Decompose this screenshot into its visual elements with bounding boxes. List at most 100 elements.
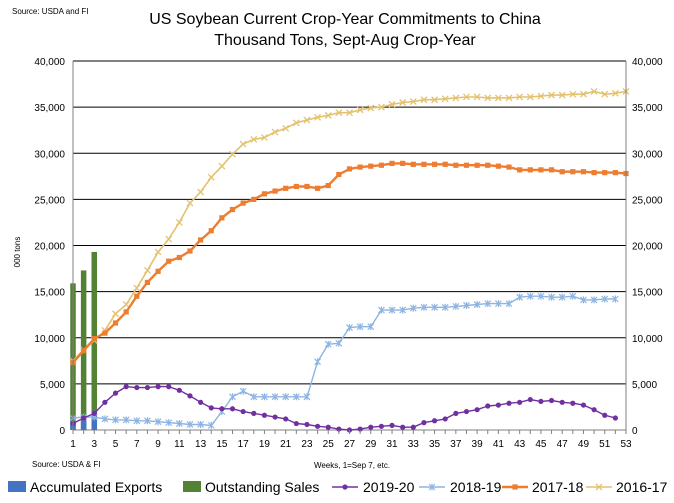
series-marker-2017-18 (229, 206, 236, 213)
series-marker-2017-18 (538, 167, 544, 173)
series-marker-2019-20 (517, 399, 523, 405)
legend-label: 2016-17 (616, 479, 668, 495)
series-marker-2016-17 (590, 87, 598, 95)
legend: Accumulated Exports Outstanding Sales 2019… (8, 479, 668, 495)
series-marker-2019-20 (538, 398, 544, 405)
legend-marker (342, 484, 348, 490)
y-tick-label-right: 10,000 (632, 334, 663, 345)
series-marker-2018-19 (399, 306, 407, 314)
series-marker-2017-18 (251, 196, 257, 202)
series-marker-2018-19 (122, 416, 130, 424)
y-axis-label: 000 tons (13, 237, 22, 268)
series-marker-2019-20 (548, 397, 555, 404)
series-marker-2016-17 (548, 91, 556, 99)
series-marker-2018-19 (463, 301, 470, 309)
series-line-2019-20 (72, 385, 616, 431)
series-marker-2016-17 (260, 134, 268, 142)
series-marker-2017-18 (506, 164, 512, 170)
bar-accumulated-exports (80, 415, 87, 430)
series-marker-2019-20 (283, 416, 289, 422)
series-marker-2019-20 (400, 424, 406, 430)
series-marker-2016-17 (558, 91, 566, 99)
series-marker-2016-17 (473, 93, 481, 101)
series-marker-2018-19 (154, 418, 162, 426)
series-marker-2016-17 (356, 106, 364, 114)
series-marker-2016-17 (409, 98, 417, 106)
source-bottom: Source: USDA & FI (32, 460, 100, 469)
series-lines (69, 87, 630, 433)
series-marker-2019-20 (421, 420, 427, 426)
x-tick-label: 47 (557, 439, 569, 450)
series-marker-2019-20 (612, 415, 618, 421)
series-marker-2018-19 (303, 393, 311, 401)
series-marker-2019-20 (506, 400, 512, 406)
series-marker-2017-18 (410, 161, 416, 167)
y-tick-label-right: 5,000 (632, 380, 657, 391)
x-axis-label: Weeks, 1=Sep 7, etc. (314, 461, 390, 470)
series-marker-2016-17 (420, 96, 428, 104)
x-tick-label: 15 (216, 439, 228, 450)
y-tick-label-left: 20,000 (34, 242, 65, 253)
series-marker-2016-17 (431, 96, 439, 104)
series-marker-2016-17 (367, 104, 375, 112)
series-marker-2019-20 (357, 426, 363, 432)
series-marker-2019-20 (591, 407, 597, 413)
x-tick-label: 5 (113, 439, 119, 450)
legend-label: Accumulated Exports (30, 479, 162, 495)
series-marker-2017-18 (102, 330, 108, 336)
series-marker-2016-17 (229, 150, 236, 158)
series-marker-2019-20 (378, 423, 385, 429)
y-tick-label-left: 10,000 (34, 334, 65, 345)
series-line-2018-19 (72, 295, 616, 427)
series-marker-2016-17 (526, 93, 534, 101)
series-marker-2016-17 (580, 90, 587, 98)
series-marker-2017-18 (548, 167, 555, 173)
series-marker-2016-17 (399, 99, 407, 106)
series-marker-2019-20 (81, 415, 87, 421)
x-tick-label: 45 (535, 439, 547, 450)
series-marker-2019-20 (219, 406, 225, 412)
x-tick-label: 49 (578, 439, 590, 450)
series-marker-2018-19 (186, 420, 194, 428)
series-line-2016-17 (72, 90, 627, 362)
series-marker-2019-20 (144, 384, 151, 391)
gridlines (73, 60, 626, 431)
series-marker-2018-19 (292, 393, 300, 401)
series-marker-2019-20 (155, 384, 161, 390)
x-tick-label: 13 (195, 439, 207, 450)
series-marker-2018-19 (409, 304, 417, 312)
series-marker-2017-18 (123, 309, 129, 315)
legend-swatch (183, 481, 201, 492)
series-marker-2019-20 (602, 412, 608, 418)
y-tick-label-left: 35,000 (34, 103, 65, 114)
y-tick-label-right: 20,000 (632, 242, 663, 253)
series-marker-2016-17 (250, 135, 258, 143)
series-marker-2017-18 (293, 183, 299, 190)
x-tick-label: 27 (344, 439, 356, 450)
series-marker-2018-19 (314, 358, 322, 366)
series-marker-2016-17 (314, 113, 322, 121)
series-marker-2016-17 (143, 266, 151, 274)
series-marker-2016-17 (611, 89, 619, 97)
series-marker-2017-18 (112, 320, 119, 326)
series-marker-2019-20 (134, 384, 140, 391)
series-marker-2019-20 (485, 403, 491, 409)
series-marker-2018-19 (611, 295, 619, 303)
x-tick-label: 11 (174, 439, 185, 450)
x-tick-label: 7 (134, 439, 140, 450)
series-marker-2017-18 (91, 336, 97, 342)
series-marker-2018-19 (601, 295, 609, 303)
series-marker-2019-20 (570, 400, 576, 406)
series-marker-2016-17 (282, 124, 290, 132)
series-marker-2019-20 (336, 426, 342, 432)
series-marker-2018-19 (165, 419, 173, 427)
series-marker-2017-18 (602, 170, 608, 176)
series-marker-2019-20 (261, 412, 268, 418)
series-marker-2018-19 (569, 292, 577, 300)
series-marker-2019-20 (314, 423, 321, 429)
series-marker-2016-17 (218, 162, 226, 170)
series-marker-2018-19 (388, 306, 396, 314)
series-marker-2016-17 (569, 90, 577, 98)
series-marker-2016-17 (112, 310, 119, 318)
